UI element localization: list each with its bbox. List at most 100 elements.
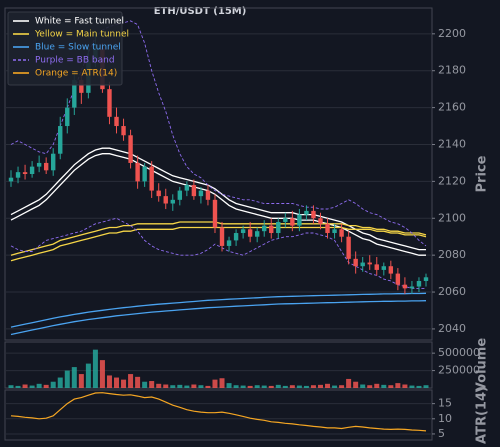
volume-bar [184, 385, 190, 388]
volume-bar [310, 385, 316, 388]
y-tick-label: 2080 [438, 248, 466, 261]
y-axis-label: Price [475, 155, 490, 192]
candle-body [22, 172, 28, 174]
volume-bar [149, 381, 155, 388]
legend-label: Blue = Slow tunnel [35, 43, 121, 53]
volume-bar [282, 385, 288, 388]
volume-bar [114, 377, 120, 388]
legend-label: Purple = BB band [35, 56, 115, 66]
y-tick-label: 2120 [438, 174, 466, 187]
candle-body [276, 221, 281, 234]
candle-body [360, 262, 365, 267]
series-line [10, 292, 427, 328]
y-tick-label: 2200 [438, 27, 466, 40]
volume-bar [106, 375, 112, 388]
volume-bar [381, 384, 387, 388]
candle-body [156, 190, 161, 197]
volume-bar [254, 385, 260, 388]
candle-body [219, 227, 225, 246]
volume-bar [317, 384, 323, 388]
volume-bar [8, 385, 14, 388]
y-tick-label: 15 [438, 397, 452, 410]
volume-bar [395, 383, 401, 388]
volume-bar [177, 384, 183, 388]
volume-bar [29, 385, 35, 388]
candle-body [339, 229, 344, 237]
candle-body [36, 162, 42, 167]
candle-body [107, 89, 112, 117]
volume-bar [43, 384, 49, 388]
candle-body [142, 166, 147, 182]
y-axis-label: ATR(14) [475, 386, 490, 444]
volume-bar [416, 385, 422, 388]
candle-body [262, 225, 267, 232]
volume-bar [135, 376, 141, 388]
legend-label: Orange = ATR(14) [35, 69, 117, 79]
candle-body [15, 172, 21, 178]
volume-bar [402, 384, 408, 388]
volume-bar [121, 379, 127, 388]
candle-body [332, 229, 337, 234]
series-line [10, 221, 427, 256]
y-tick-label: 5 [438, 427, 445, 440]
volume-bar [198, 385, 204, 388]
candle-body [43, 162, 49, 171]
candle-body [205, 190, 211, 200]
candle-body [290, 218, 295, 226]
volume-bar [339, 385, 345, 388]
candle-body [191, 185, 197, 197]
candle-body [247, 229, 253, 237]
volume-bar [92, 349, 98, 388]
candle-body [240, 229, 246, 234]
y-tick-label: 2140 [438, 137, 466, 150]
candle-body [65, 107, 70, 127]
volume-bar [128, 374, 134, 388]
volume-bar [303, 385, 309, 388]
candle-body [395, 273, 401, 285]
volume-bar [99, 360, 105, 388]
volume-bar [170, 385, 176, 388]
volume-bar [85, 363, 91, 388]
volume-bar [57, 377, 63, 388]
panel-frame [4, 341, 433, 389]
volume-bar [423, 385, 429, 388]
panel-frame [4, 7, 433, 341]
volume-bar [226, 383, 232, 388]
candle-body [170, 199, 175, 204]
candle-body [254, 231, 260, 237]
candle-body [114, 116, 119, 127]
volume-bar [332, 385, 338, 388]
candle-body [353, 258, 358, 267]
series-line [10, 392, 427, 432]
candle-body [297, 214, 302, 226]
legend: White = Fast tunnel Yellow = Main tunnel B… [7, 11, 129, 86]
volume-bar [409, 385, 415, 388]
volume-bar [353, 381, 359, 388]
volume-bar [247, 385, 253, 388]
candle-body [212, 199, 218, 228]
y-axis-label: Volume [475, 338, 490, 393]
candle-body [149, 166, 154, 191]
volume-bar [212, 379, 218, 388]
series-line [10, 226, 427, 262]
volume-bar [15, 385, 21, 388]
volume-bar [346, 378, 352, 388]
candle-body [318, 218, 323, 224]
volume-bar [240, 385, 246, 388]
candle-body [311, 210, 316, 219]
volume-bar [388, 385, 394, 388]
legend-label: White = Fast tunnel [35, 17, 124, 27]
y-tick-label: 10 [438, 412, 452, 425]
y-tick-label: 250000 [438, 364, 480, 377]
candle-body [423, 277, 429, 281]
y-tick-label: 2180 [438, 64, 466, 77]
volume-bar [191, 384, 197, 388]
candle-body [121, 126, 126, 136]
legend-label: Yellow = Main tunnel [34, 30, 129, 40]
candle-body [402, 284, 408, 289]
candle-body [374, 264, 379, 270]
volume-bar [275, 384, 281, 388]
volume-bar [296, 385, 302, 388]
y-tick-label: 2060 [438, 285, 466, 298]
candle-body [58, 126, 63, 154]
